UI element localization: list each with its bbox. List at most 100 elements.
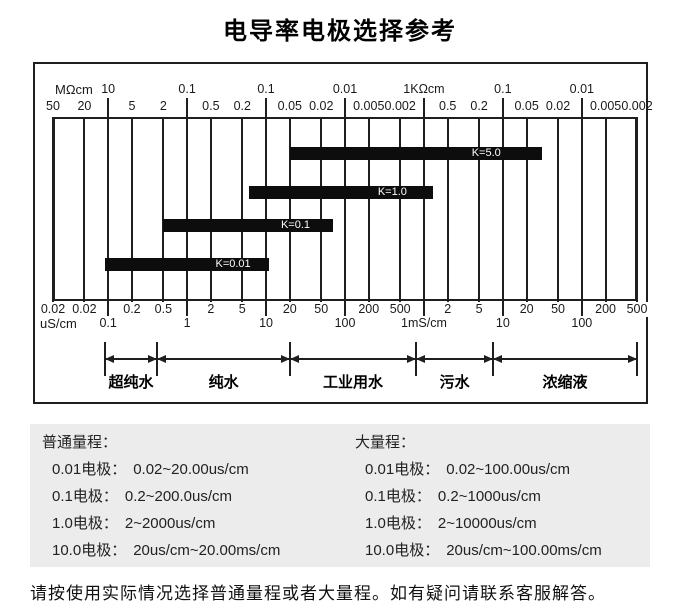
electrode-label: 1.0电极：: [365, 515, 431, 532]
chart-box: MΩcm uS/cm K=5.0 K=1.0 K=0.1 K=0.01 10 0.1 0.…: [33, 62, 653, 404]
top-minor-tick-label: 0.5: [202, 99, 220, 113]
range-value: 0.02~100.00us/cm: [446, 461, 571, 478]
top-minor-tick-label: 50: [46, 99, 60, 113]
top-major-tick-label: 0.01: [569, 82, 594, 96]
water-arrow-segment: [493, 355, 637, 363]
conductivity-range-bar: K=1.0: [248, 186, 433, 199]
arrow-left-icon: [157, 355, 167, 363]
large-range-column: 大量程： 0.01电极： 0.02~100.00us/cm 0.1电极： 0.2~1…: [355, 429, 602, 564]
minor-tick-bottom: [344, 301, 346, 308]
bottom-minor-tick-label: 50: [313, 302, 330, 317]
minor-tick-bottom: [580, 301, 583, 308]
major-tick-top: [422, 98, 425, 117]
major-tick-bottom: [107, 301, 110, 316]
bottom-minor-tick-label: 20: [281, 302, 298, 317]
gridline: [265, 117, 268, 301]
water-arrow-segment: [104, 355, 158, 363]
gridline: [52, 117, 54, 301]
gridline: [501, 117, 504, 301]
range-item: 10.0电极： 20us/cm~20.00ms/cm: [42, 537, 280, 564]
top-minor-tick-label: 0.005: [589, 99, 622, 113]
bottom-major-tick-label: 100: [334, 316, 356, 330]
range-value: 20us/cm~20.00ms/cm: [133, 542, 281, 559]
gridline: [162, 117, 165, 301]
bottom-minor-tick-label: 200: [357, 302, 381, 317]
minor-tick-bottom: [501, 301, 504, 308]
bottom-major-tick-label: 10: [495, 316, 510, 330]
gridline: [83, 117, 86, 301]
electrode-label: 10.0电极：: [365, 542, 440, 559]
major-tick-bottom: [422, 301, 425, 316]
gridline: [580, 117, 583, 301]
arrow-right-icon: [627, 355, 637, 363]
top-major-tick-label: 0.1: [494, 82, 512, 96]
range-value: 0.02~20.00us/cm: [133, 461, 249, 478]
normal-range-column: 普通量程： 0.01电极： 0.02~20.00us/cm 0.1电极： 0.2~2…: [42, 429, 280, 564]
page-title: 电导率电极选择参考: [223, 18, 457, 45]
water-arrow-segment: [157, 355, 290, 363]
range-item: 0.01电极： 0.02~100.00us/cm: [355, 456, 602, 483]
bottom-major-tick-label: 10: [259, 316, 273, 330]
top-minor-tick-label: 0.05: [277, 99, 302, 113]
bottom-minor-tick-label: 0.2: [122, 302, 142, 317]
chart-inner: MΩcm uS/cm K=5.0 K=1.0 K=0.1 K=0.01 10 0.1 0.…: [33, 62, 653, 404]
major-tick-bottom: [186, 301, 189, 316]
gridline: [446, 117, 449, 301]
major-tick-bottom: [344, 301, 346, 316]
water-type-label: 工业用水: [323, 374, 384, 391]
bottom-minor-tick-label: 500: [388, 302, 412, 317]
top-major-tick-label: 0.01: [332, 82, 358, 96]
range-value: 2~2000us/cm: [124, 515, 216, 532]
top-major-tick-label: 0.1: [257, 82, 275, 96]
bottom-minor-tick-label: 500: [625, 302, 649, 317]
bottom-major-tick-label: 1: [183, 316, 191, 330]
gridline: [604, 117, 607, 301]
range-item: 0.1电极： 0.2~200.0us/cm: [42, 483, 280, 510]
bottom-minor-tick-label: 2: [443, 302, 453, 317]
arrow-left-icon: [493, 355, 503, 363]
gridline: [320, 117, 323, 301]
arrow-right-icon: [148, 355, 158, 363]
arrow-left-icon: [289, 355, 299, 363]
gridline: [107, 117, 110, 301]
water-arrow-segment: [416, 355, 493, 363]
bottom-minor-tick-label: 0.5: [153, 302, 174, 317]
top-minor-tick-label: 0.05: [514, 99, 539, 113]
bottom-major-tick-label: 0.1: [99, 316, 117, 330]
top-minor-tick-label: 0.2: [233, 99, 251, 113]
range-bar-label: K=1.0: [377, 186, 407, 198]
major-tick-bottom: [265, 301, 268, 316]
major-tick-top: [580, 98, 583, 117]
bottom-axis-unit-label: uS/cm: [40, 316, 77, 331]
bottom-minor-tick-label: 50: [550, 302, 566, 317]
bottom-major-tick-label: 100: [571, 316, 593, 330]
range-bar-label: K=0.1: [280, 219, 310, 231]
range-item: 1.0电极： 2~10000us/cm: [355, 510, 602, 537]
bottom-minor-tick-label: 0.02: [39, 302, 67, 317]
arrow-left-icon: [416, 355, 426, 363]
top-minor-tick-label: 20: [77, 99, 92, 113]
gridline: [344, 117, 346, 301]
top-major-tick-label: 1KΩcm: [403, 82, 445, 96]
top-minor-tick-label: 0.002: [621, 99, 653, 113]
minor-tick-bottom: [107, 301, 110, 308]
minor-tick-bottom: [265, 301, 268, 308]
range-bar-label: K=5.0: [471, 147, 501, 159]
arrow-right-icon: [407, 355, 417, 363]
top-minor-tick-label: 0.02: [309, 99, 334, 113]
arrow-right-icon: [280, 355, 290, 363]
water-type-label: 污水: [439, 374, 470, 391]
gridline: [636, 117, 638, 301]
electrode-label: 1.0电极：: [52, 515, 118, 532]
water-type-label: 超纯水: [108, 374, 154, 391]
plot-area: K=5.0 K=1.0 K=0.1 K=0.01: [52, 117, 638, 301]
electrode-label: 0.01电极：: [365, 461, 440, 478]
gridline: [288, 117, 291, 301]
range-value: 2~10000us/cm: [437, 515, 537, 532]
gridline: [478, 117, 481, 301]
electrode-label: 10.0电极：: [52, 542, 127, 559]
top-minor-tick-label: 0.005: [353, 99, 385, 113]
range-item: 0.01电极： 0.02~20.00us/cm: [42, 456, 280, 483]
bottom-minor-tick-label: 2: [206, 302, 216, 317]
footer-note: 请按使用实际情况选择普通量程或者大量程。如有疑问请联系客服解答。: [30, 584, 606, 603]
